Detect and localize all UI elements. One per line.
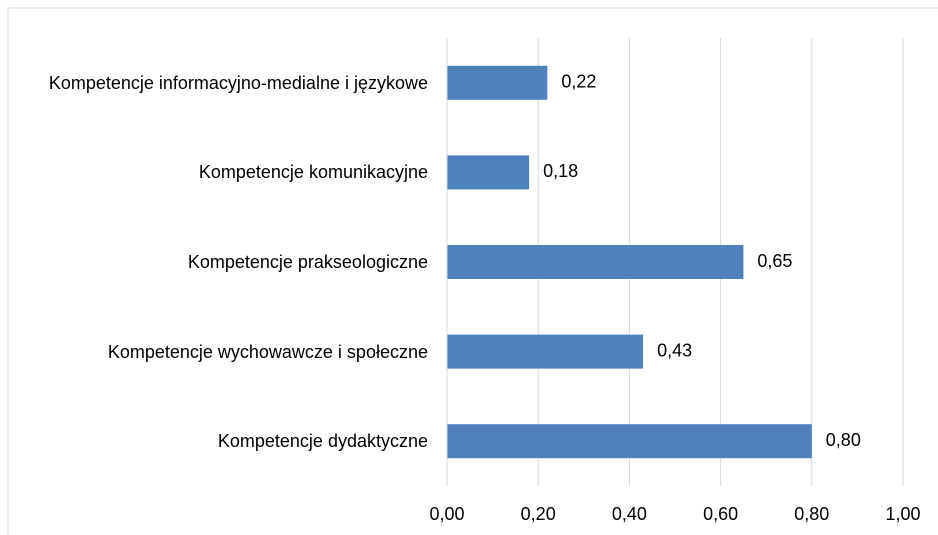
bar	[447, 245, 744, 279]
value-label: 0,43	[657, 340, 692, 360]
bar	[447, 155, 530, 190]
bar	[447, 334, 644, 369]
bar	[447, 424, 812, 459]
y-tick-label: Kompetencje informacyjno-medialne i języ…	[48, 72, 428, 93]
x-tick-label: 0,40	[612, 504, 647, 524]
y-tick-label: Kompetencje dydaktyczne	[217, 431, 428, 452]
value-label: 0,80	[826, 430, 861, 450]
y-tick-label: Kompetencje prakseologiczne	[187, 252, 428, 272]
value-label: 0,18	[543, 161, 578, 181]
x-tick-label: 0,20	[521, 504, 556, 524]
bar	[447, 65, 548, 100]
value-label: 0,65	[757, 251, 792, 271]
chart-border	[7, 7, 938, 535]
y-tick-label: Kompetencje komunikacyjne	[198, 162, 428, 183]
y-tick-label: Kompetencje wychowawcze i społeczne	[107, 341, 428, 362]
x-tick-label: 0,00	[429, 504, 464, 524]
x-tick-label: 0,60	[703, 504, 738, 524]
x-tick-label: 1,00	[885, 504, 920, 524]
x-tick-label: 0,80	[794, 504, 829, 524]
value-label: 0,22	[561, 72, 596, 92]
